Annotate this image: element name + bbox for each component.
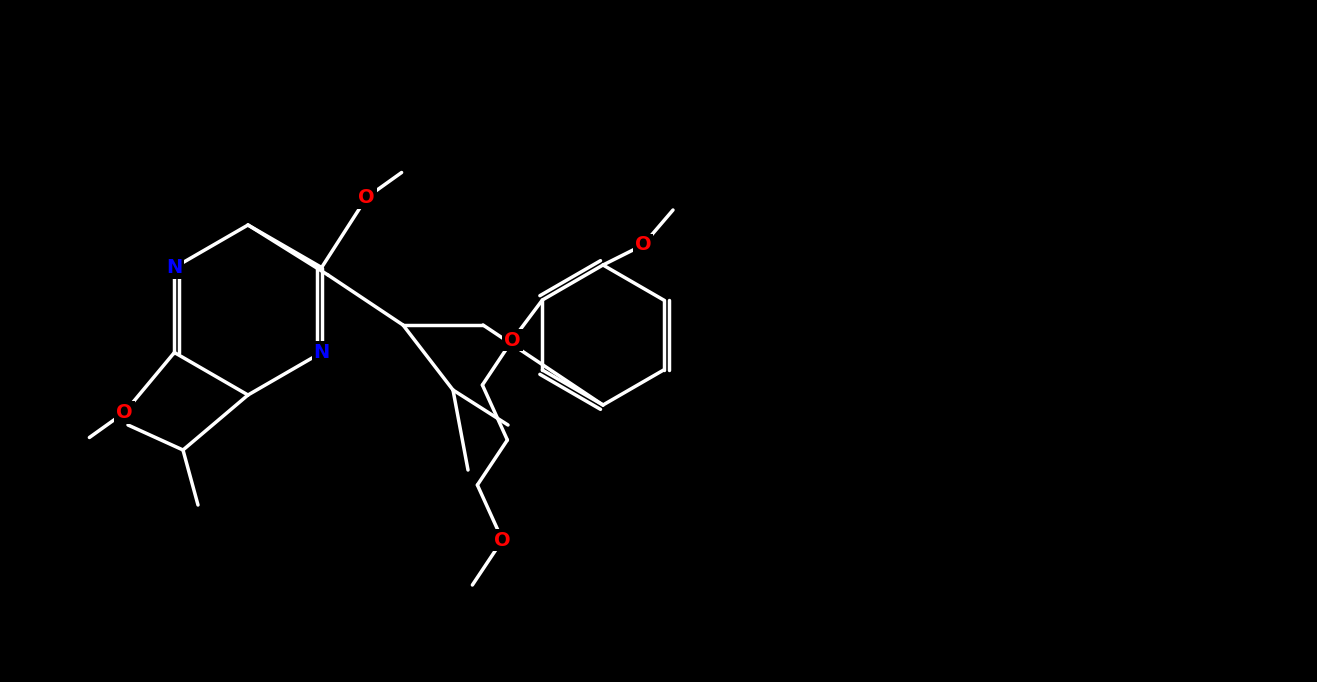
Text: O: O (494, 531, 511, 550)
Text: N: N (313, 343, 329, 362)
Text: O: O (116, 403, 133, 422)
Text: O: O (358, 188, 375, 207)
Text: O: O (635, 235, 652, 254)
Text: N: N (166, 258, 183, 277)
Text: O: O (504, 331, 520, 349)
